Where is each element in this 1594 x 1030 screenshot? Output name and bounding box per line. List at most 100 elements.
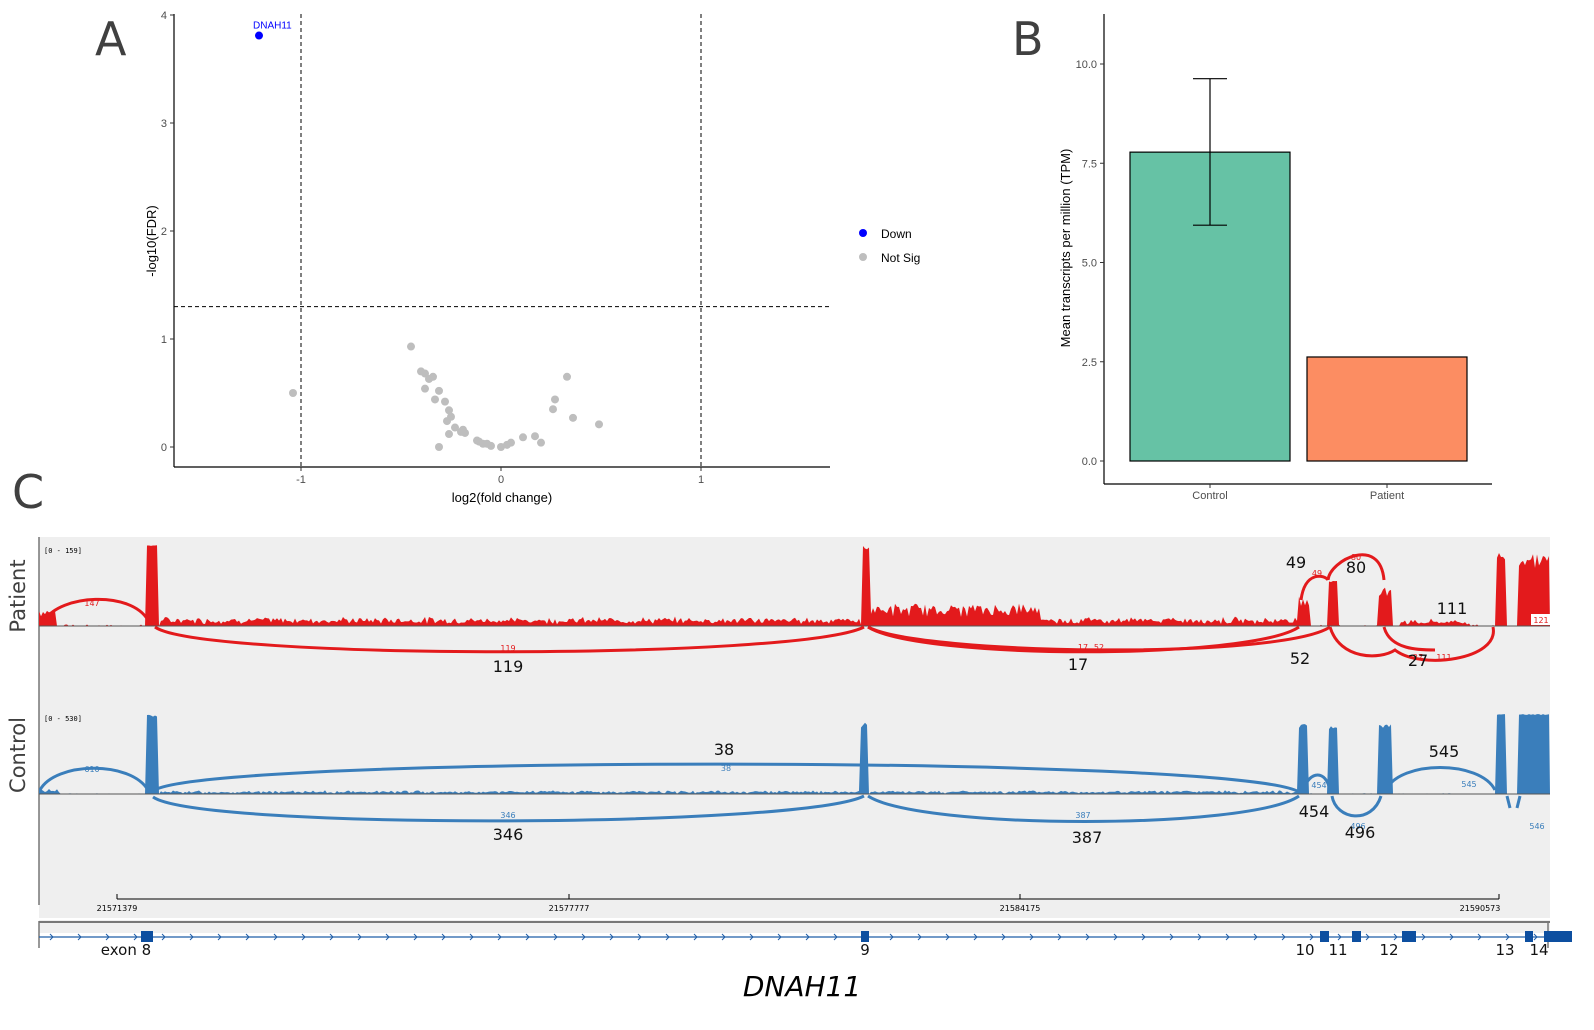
strand-arrow-icon [273,933,278,941]
bar-patient[interactable] [1306,356,1468,462]
exon-labels: exon 8 9 10 11 12 13 14 [101,941,1549,959]
strand-arrow-icon [1253,933,1258,941]
patient-junctions [43,553,1495,662]
junction-count: 27 [1408,651,1428,670]
strand-arrow-icon [105,933,110,941]
junction-count: 119 [493,657,524,676]
exon-10-block [1320,931,1329,942]
strand-arrow-icon [1197,933,1202,941]
point-down[interactable] [255,31,263,40]
strand-arrow-icon [1449,933,1454,941]
legend-label-down: Down [881,227,912,241]
junction-label: 346 [500,811,515,820]
point-not-sig[interactable] [551,395,559,404]
strand-arrow-icon [497,933,502,941]
point-not-sig[interactable] [531,432,539,441]
gene-model-track [38,918,1572,948]
point-not-sig[interactable] [445,406,453,415]
point-not-sig[interactable] [519,433,527,442]
junction-arc [1301,773,1332,791]
point-not-sig[interactable] [431,395,439,404]
volcano-plot: 0 1 2 3 4 -1 0 1 DNAH11 log2(fold change) -log… [144,10,920,505]
exon-9-block [861,931,869,942]
junction-arc [1330,795,1383,818]
junction-label: 496 [1350,822,1365,831]
point-not-sig[interactable] [445,430,453,439]
exon-label: 9 [860,941,870,959]
point-not-sig[interactable] [289,389,297,397]
junction-arc [1382,626,1436,652]
point-not-sig[interactable] [407,342,415,351]
junction-label: 80 [1351,553,1361,562]
strand-arrow-icon [1281,933,1286,941]
strand-arrow-icon [1057,933,1062,941]
legend-entry-not-sig[interactable]: Not Sig [859,251,920,265]
coordinate-ruler: 21571379 21577777 21584175 21590573 [97,894,1501,913]
junction-arc [867,625,1331,652]
exon-label: 12 [1379,941,1398,959]
junction-count: 387 [1072,828,1103,847]
strand-arrow-icon [609,933,614,941]
tpm-bar-chart: 0.0 2.5 5.0 7.5 10.0 Control Patient Mean tra… [1058,14,1492,502]
sashimi-plot: Patient Control [0 - 159] [0 - 530] 147 … [6,537,1572,1003]
point-not-sig[interactable] [487,441,495,450]
control-range-label: [0 - 530] [44,715,82,723]
point-not-sig[interactable] [595,420,603,429]
exon-label: 11 [1328,941,1347,959]
strand-arrow-icon [441,933,446,941]
junction-count: 80 [1346,558,1366,577]
junction-arc [152,794,865,823]
junction-label: 610 [84,765,99,774]
volcano-x-title: log2(fold change) [452,490,552,505]
junction-arc [38,766,150,791]
track-label-patient: Patient [6,559,30,632]
point-not-sig[interactable] [421,384,429,393]
junction-count: 17 [1068,655,1088,674]
point-not-sig[interactable] [429,372,437,381]
x-tick-label: 1 [698,474,704,486]
coord-label: 21590573 [1460,904,1501,913]
x-tick-label: Patient [1370,490,1404,502]
point-not-sig[interactable] [507,438,515,447]
point-not-sig[interactable] [441,397,449,406]
junction-count: 545 [1429,742,1460,761]
point-not-sig[interactable] [435,443,443,451]
strand-arrow-icon [1477,933,1482,941]
control-junction-small-labels: 610 38 346 387 454 496 545 546 [84,764,1544,831]
y-tick-label: 5.0 [1082,258,1097,270]
control-junction-large-labels: 38 346 387 454 496 545 [493,740,1460,847]
junction-label: 38 [721,764,731,773]
junction-count: 49 [1286,553,1306,572]
x-tick-label: 0 [498,474,504,486]
point-not-sig[interactable] [569,413,577,422]
junction-count: 496 [1345,823,1376,842]
junction-arc [152,762,1300,794]
strand-arrow-icon [665,933,670,941]
point-not-sig[interactable] [451,423,459,432]
point-not-sig[interactable] [563,372,571,381]
point-not-sig[interactable] [443,417,451,426]
strand-arrow-icon [749,933,754,941]
panel-letter-a: A [95,12,127,66]
strand-arrow-icon [1393,933,1398,941]
strand-arrow-icon [973,933,978,941]
junction-arc [867,625,1300,654]
point-not-sig[interactable] [549,405,557,414]
junction-count: 346 [493,825,524,844]
junction-label: 49 [1312,569,1322,578]
strand-arrow-icon [917,933,922,941]
junction-label: 52 [1094,643,1104,652]
legend-entry-down[interactable]: Down [859,227,912,241]
junction-label: 454 [1311,781,1326,790]
point-not-sig[interactable] [497,443,505,451]
point-not-sig[interactable] [435,386,443,395]
point-not-sig[interactable] [537,438,545,447]
strand-arrow-icon [833,933,838,941]
point-not-sig[interactable] [457,427,465,436]
track-border [39,921,1550,923]
exon-blocks [141,931,1572,942]
junction-label: 121 [1533,616,1548,625]
legend-key-not-sig [859,253,867,261]
y-tick-label: 7.5 [1082,158,1097,170]
